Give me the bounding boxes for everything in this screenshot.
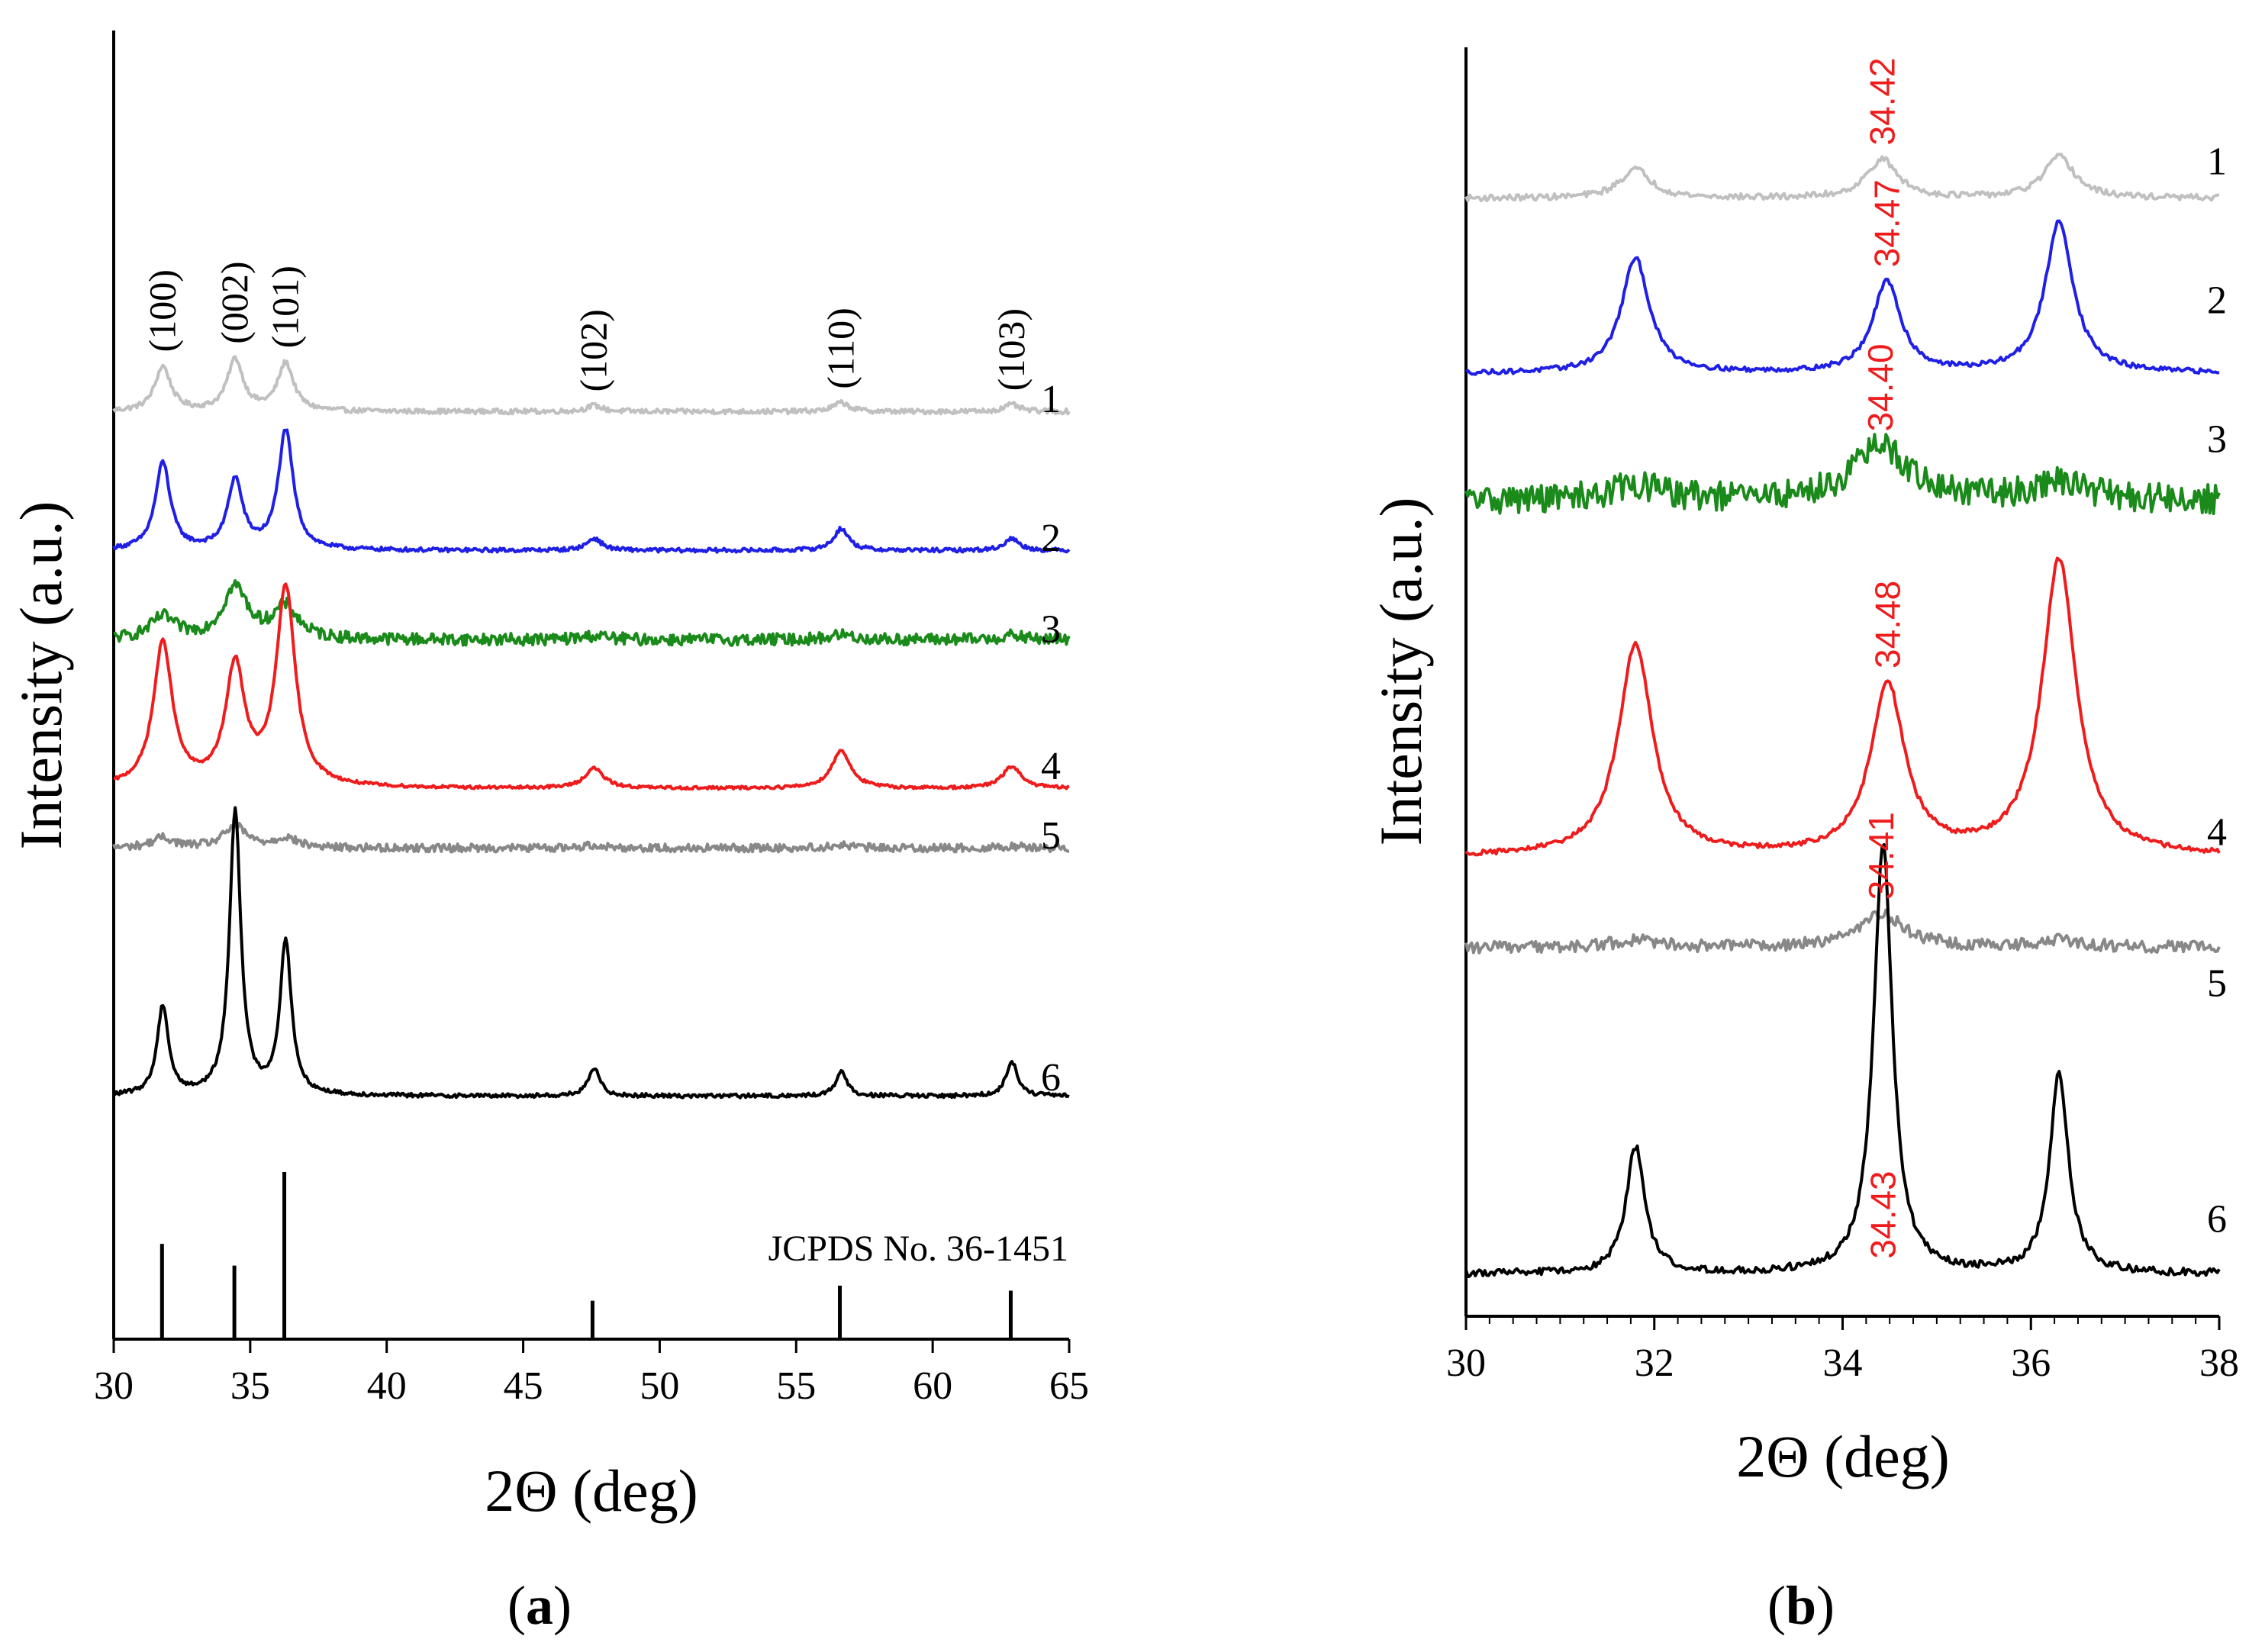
series-line-3 bbox=[1464, 433, 2221, 515]
x-tick-label: 38 bbox=[2199, 1341, 2239, 1385]
series-line-1 bbox=[1464, 153, 2220, 203]
panel-label-b-text: b bbox=[1786, 1575, 1816, 1636]
x-tick-label: 65 bbox=[1049, 1364, 1089, 1408]
peak-annotation-4: 34.48 bbox=[1868, 581, 1908, 668]
x-tick-label: 32 bbox=[1635, 1341, 1674, 1385]
x-tick-label: 30 bbox=[1446, 1341, 1486, 1385]
series-line-4 bbox=[1464, 556, 2221, 857]
x-tick-label: 45 bbox=[504, 1364, 543, 1408]
peak-label: (110) bbox=[819, 308, 862, 388]
series-line-1 bbox=[112, 355, 1071, 416]
series-line-5 bbox=[112, 820, 1070, 854]
peak-annotation-5: 34.41 bbox=[1861, 812, 1901, 900]
peak-annotation-1: 34.42 bbox=[1862, 57, 1902, 145]
series-labels: 1 2 3 4 5 6 bbox=[2207, 140, 2227, 1241]
series-line-5 bbox=[1464, 908, 2221, 955]
x-axis-label: 2Θ (deg) bbox=[485, 1457, 698, 1524]
x-tick-label: 30 bbox=[94, 1364, 134, 1408]
peak-annotation-2: 34.47 bbox=[1867, 179, 1906, 267]
peak-label: (002) bbox=[213, 261, 256, 343]
peak-annotation-3: 34.40 bbox=[1861, 343, 1900, 431]
series-label-3: 3 bbox=[2207, 418, 2227, 462]
series-label-5: 5 bbox=[2207, 961, 2227, 1005]
y-axis-label: Intensity (a.u.) bbox=[1368, 497, 1434, 845]
series-label-6: 6 bbox=[1041, 1056, 1061, 1100]
series-label-1: 1 bbox=[2207, 140, 2227, 183]
series-label-1: 1 bbox=[1041, 378, 1061, 421]
series-label-4: 4 bbox=[2207, 810, 2227, 854]
x-tick-label: 36 bbox=[2011, 1341, 2051, 1385]
x-tick-label: 40 bbox=[367, 1364, 407, 1408]
peak-position-annotations: 34.42 34.47 34.40 34.48 34.41 34.43 bbox=[1861, 57, 1908, 1258]
peak-label: (100) bbox=[140, 269, 183, 352]
x-tick-label: 50 bbox=[640, 1364, 679, 1408]
series-line-2 bbox=[112, 428, 1071, 554]
series-label-3: 3 bbox=[1041, 608, 1061, 652]
series-line-6 bbox=[1464, 842, 2221, 1278]
series-label-5: 5 bbox=[1041, 814, 1061, 858]
x-tick-label: 60 bbox=[913, 1364, 952, 1408]
x-axis-ticks: 30 32 34 36 38 bbox=[1446, 1316, 2239, 1385]
reference-lines bbox=[159, 1172, 1013, 1339]
series-group bbox=[1464, 153, 2221, 1278]
peak-label: (103) bbox=[990, 308, 1033, 391]
panel-label-a-text: a bbox=[526, 1575, 553, 1636]
peak-annotation-6: 34.43 bbox=[1864, 1171, 1903, 1258]
y-axis-label: Intensity (a.u.) bbox=[8, 501, 74, 849]
x-axis-label: 2Θ (deg) bbox=[1736, 1423, 1949, 1489]
x-tick-label: 35 bbox=[230, 1364, 270, 1408]
series-label-6: 6 bbox=[2207, 1197, 2227, 1241]
panel-label-b: (b) bbox=[1767, 1575, 1835, 1636]
series-label-2: 2 bbox=[2207, 279, 2227, 323]
x-axis-ticks: 30 35 40 45 50 55 60 65 bbox=[94, 1339, 1089, 1408]
x-tick-label: 55 bbox=[776, 1364, 816, 1408]
x-tick-label: 34 bbox=[1823, 1341, 1863, 1385]
series-label-4: 4 bbox=[1041, 745, 1061, 788]
peak-labels: (100) (002) (101) (102) (110) (103) bbox=[140, 261, 1032, 391]
panel-label-a: (a) bbox=[507, 1575, 572, 1636]
reference-label: JCPDS No. 36-1451 bbox=[768, 1229, 1068, 1269]
series-group bbox=[112, 355, 1071, 1100]
series-line-2 bbox=[1465, 219, 2220, 376]
peak-label: (101) bbox=[263, 266, 306, 348]
series-label-2: 2 bbox=[1041, 517, 1061, 560]
series-labels: 1 2 3 4 5 6 bbox=[1041, 378, 1061, 1100]
series-line-4 bbox=[113, 582, 1070, 791]
peak-label: (102) bbox=[572, 309, 615, 391]
series-line-3 bbox=[113, 579, 1071, 647]
series-line-6 bbox=[112, 806, 1070, 1100]
